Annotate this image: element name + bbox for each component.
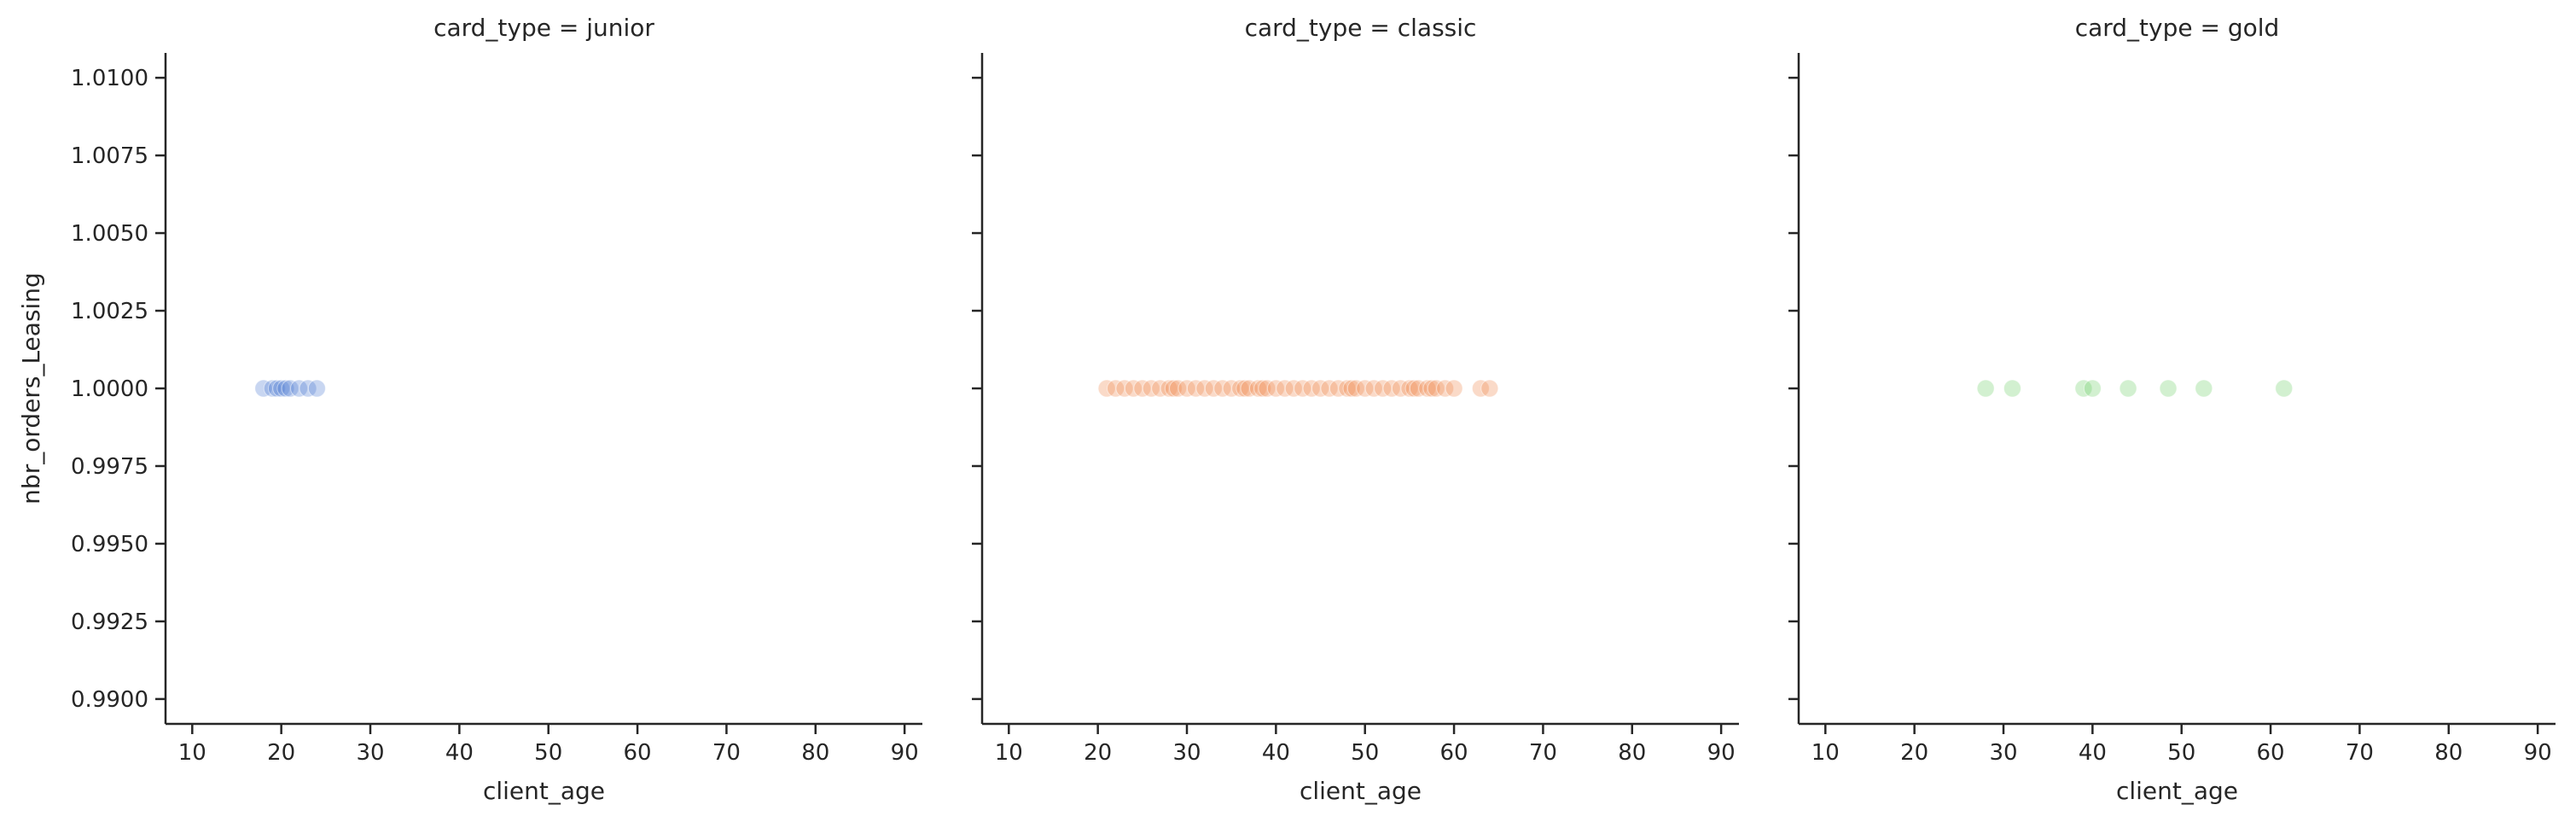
data-point	[307, 379, 326, 398]
x-tick-label: 70	[1529, 740, 1557, 766]
data-point	[1253, 379, 1272, 398]
data-point	[2275, 379, 2294, 398]
data-point	[276, 379, 295, 398]
x-tick-label: 30	[356, 740, 384, 766]
x-tick-label: 20	[1084, 740, 1112, 766]
x-tick-label: 10	[995, 740, 1023, 766]
x-tick-label: 50	[1351, 740, 1379, 766]
x-tick-label: 70	[712, 740, 741, 766]
x-tick-label: 50	[2167, 740, 2195, 766]
x-tick-label: 30	[1172, 740, 1201, 766]
x-tick-label: 80	[1618, 740, 1646, 766]
x-tick-label: 90	[1707, 740, 1736, 766]
y-axis-label: nbr_orders_Leasing	[17, 272, 45, 504]
x-axis-label: client_age	[2116, 777, 2238, 805]
y-tick-label: 1.0050	[71, 221, 148, 247]
x-tick-label: 20	[1900, 740, 1928, 766]
data-point	[1422, 379, 1441, 398]
data-point	[1445, 379, 1463, 398]
data-point	[1236, 379, 1254, 398]
x-tick-label: 60	[624, 740, 652, 766]
y-tick-label: 1.0000	[71, 376, 148, 402]
x-tick-label: 60	[2257, 740, 2285, 766]
x-axis-label: client_age	[483, 777, 605, 805]
x-tick-label: 90	[2524, 740, 2552, 766]
panel-title: card_type = gold	[2075, 14, 2280, 42]
data-point	[2083, 379, 2102, 398]
data-point	[1404, 379, 1423, 398]
data-point	[1976, 379, 1995, 398]
x-tick-label: 90	[891, 740, 919, 766]
x-tick-label: 40	[1262, 740, 1290, 766]
y-tick-label: 0.9950	[71, 532, 148, 557]
data-point	[2195, 379, 2213, 398]
data-point	[2159, 379, 2178, 398]
y-tick-label: 0.9925	[71, 609, 148, 635]
y-tick-label: 0.9975	[71, 454, 148, 480]
panel-title: card_type = classic	[1245, 14, 1477, 42]
x-tick-label: 70	[2346, 740, 2374, 766]
x-tick-label: 20	[267, 740, 295, 766]
x-tick-label: 40	[2079, 740, 2107, 766]
y-tick-label: 1.0025	[71, 299, 148, 324]
data-point	[1342, 379, 1361, 398]
data-point	[1164, 379, 1183, 398]
data-point	[2003, 379, 2021, 398]
x-tick-label: 60	[1440, 740, 1468, 766]
x-tick-label: 10	[1811, 740, 1840, 766]
y-tick-label: 1.0075	[71, 143, 148, 169]
y-tick-label: 0.9900	[71, 687, 148, 713]
x-tick-label: 40	[445, 740, 474, 766]
x-tick-label: 50	[534, 740, 562, 766]
panel-title: card_type = junior	[433, 14, 654, 42]
x-tick-label: 80	[2434, 740, 2463, 766]
y-tick-label: 1.0100	[71, 66, 148, 91]
data-point	[1480, 379, 1499, 398]
x-axis-label: client_age	[1300, 777, 1422, 805]
x-tick-label: 10	[178, 740, 206, 766]
x-tick-label: 30	[1989, 740, 2017, 766]
x-tick-label: 80	[801, 740, 829, 766]
data-point	[2119, 379, 2137, 398]
